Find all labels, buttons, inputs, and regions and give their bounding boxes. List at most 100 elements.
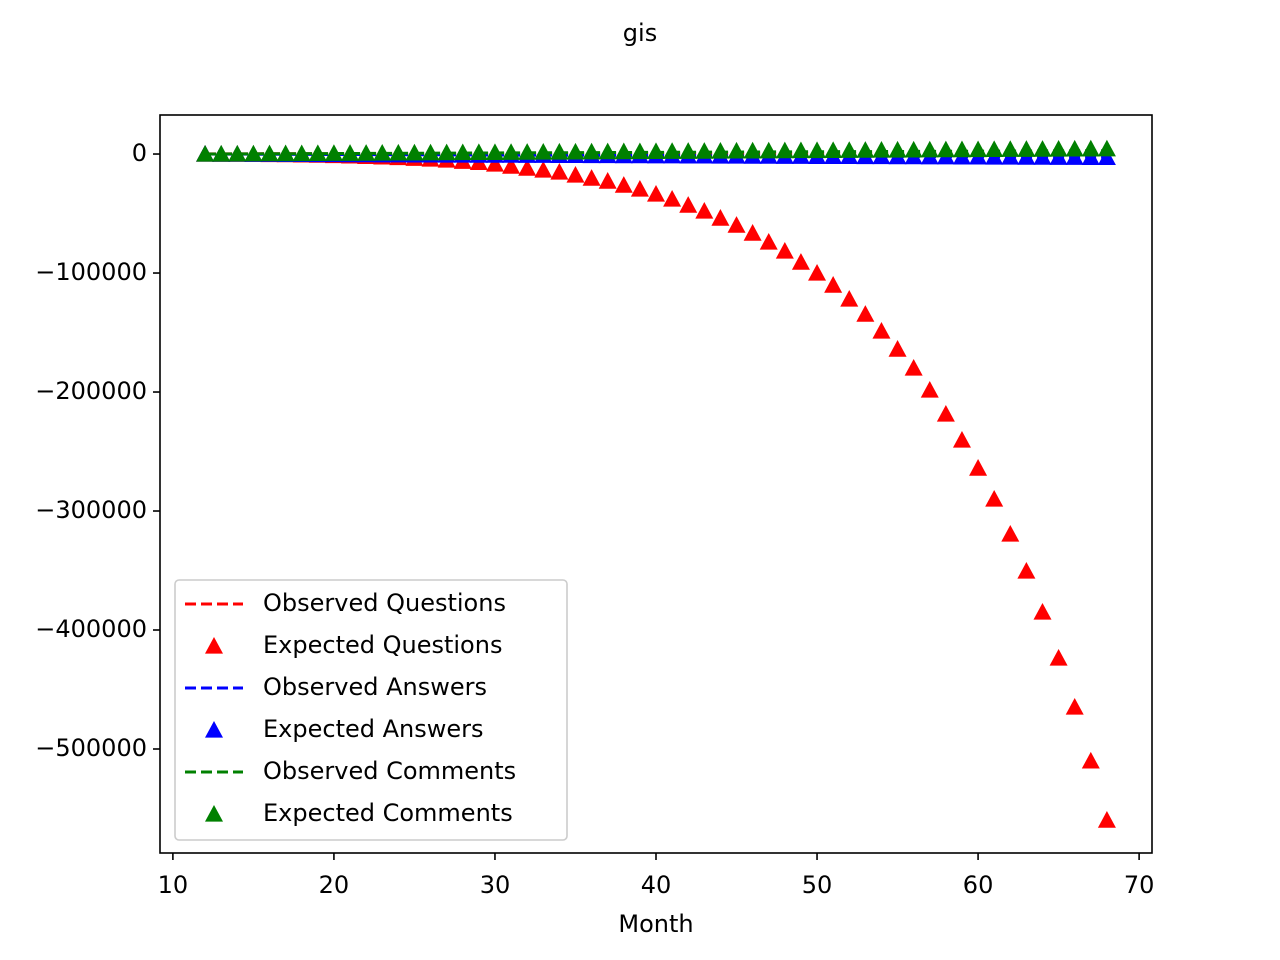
triangle-marker <box>824 276 843 293</box>
legend-marker <box>205 637 223 654</box>
triangle-marker <box>1081 148 1100 165</box>
triangle-marker <box>969 140 988 158</box>
triangle-marker <box>888 140 907 158</box>
triangle-marker <box>663 190 682 207</box>
triangle-marker <box>630 180 649 197</box>
triangle-marker <box>904 358 923 376</box>
triangle-marker <box>727 216 746 233</box>
triangle-marker <box>711 141 730 159</box>
x-tick-label: 70 <box>1124 871 1155 899</box>
triangle-marker <box>727 141 746 159</box>
triangle-marker <box>791 253 810 270</box>
triangle-marker <box>775 242 794 259</box>
legend-label: Observed Comments <box>263 757 516 785</box>
triangle-marker <box>711 209 730 226</box>
legend-marker <box>205 805 223 822</box>
triangle-marker <box>759 141 778 159</box>
triangle-marker <box>502 157 521 174</box>
triangle-marker <box>550 142 569 160</box>
triangle-marker <box>469 143 488 161</box>
triangle-marker <box>550 162 569 180</box>
triangle-marker <box>695 142 714 159</box>
x-tick-label: 30 <box>480 871 511 899</box>
triangle-marker <box>1065 148 1084 165</box>
x-tick-label: 10 <box>158 871 189 899</box>
triangle-marker <box>759 232 778 250</box>
triangle-marker <box>598 142 617 160</box>
x-tick-label: 50 <box>802 871 833 899</box>
triangle-marker <box>1065 697 1084 715</box>
y-tick-label: −400000 <box>35 615 147 643</box>
triangle-marker <box>324 144 343 161</box>
chart-title: gis <box>623 19 657 47</box>
triangle-marker <box>276 144 295 162</box>
triangle-marker <box>630 142 649 160</box>
triangle-marker <box>743 224 762 241</box>
triangle-marker <box>856 141 875 158</box>
triangle-marker <box>1049 648 1068 666</box>
triangle-marker <box>920 380 939 398</box>
triangle-marker <box>212 144 231 162</box>
legend-label: Observed Answers <box>263 673 487 701</box>
legend-label: Expected Questions <box>263 631 502 659</box>
plot-area <box>196 139 1116 828</box>
triangle-marker <box>389 143 408 161</box>
triangle-marker <box>791 141 810 159</box>
triangle-marker <box>985 140 1004 158</box>
legend-label: Expected Answers <box>263 715 484 743</box>
triangle-marker <box>373 143 392 161</box>
triangle-marker <box>518 159 537 176</box>
triangle-marker <box>1033 603 1052 620</box>
triangle-marker <box>582 142 601 160</box>
triangle-marker <box>985 489 1004 507</box>
legend-box <box>174 579 568 841</box>
triangle-marker <box>904 140 923 158</box>
triangle-marker <box>1081 139 1100 157</box>
triangle-marker <box>647 142 665 160</box>
triangle-marker <box>872 321 891 339</box>
triangle-marker <box>1081 751 1100 769</box>
triangle-marker <box>341 144 360 161</box>
triangle-marker <box>1097 148 1116 166</box>
triangle-marker <box>502 143 521 160</box>
legend-label: Expected Comments <box>263 799 513 827</box>
triangle-marker <box>775 141 794 159</box>
triangle-marker <box>1049 139 1068 157</box>
x-tick-label: 20 <box>319 871 350 899</box>
triangle-marker <box>888 340 907 357</box>
triangle-marker <box>421 143 440 161</box>
triangle-marker <box>196 145 215 162</box>
y-tick-label: −500000 <box>35 734 147 762</box>
triangle-marker <box>1017 561 1036 579</box>
triangle-marker <box>936 140 955 158</box>
triangle-marker <box>1097 139 1116 157</box>
triangle-marker <box>598 172 617 189</box>
triangle-marker <box>936 405 955 422</box>
triangle-marker <box>952 140 971 158</box>
triangle-marker <box>808 264 827 281</box>
triangle-marker <box>534 143 553 160</box>
triangle-marker <box>856 305 875 322</box>
triangle-marker <box>485 143 504 160</box>
triangle-marker <box>969 459 988 476</box>
triangle-marker <box>485 155 504 172</box>
triangle-marker <box>614 176 633 193</box>
triangle-marker <box>437 143 456 161</box>
x-tick-label: 40 <box>641 871 672 899</box>
triangle-marker <box>1097 811 1116 828</box>
triangle-marker <box>453 143 472 161</box>
triangle-marker <box>292 144 311 162</box>
triangle-marker <box>566 142 585 160</box>
triangle-marker <box>244 144 263 162</box>
x-axis-label: Month <box>618 910 693 938</box>
triangle-marker <box>518 143 537 160</box>
triangle-marker <box>840 289 859 307</box>
triangle-marker <box>357 144 376 161</box>
triangle-marker <box>228 144 247 162</box>
triangle-marker <box>405 143 424 161</box>
triangle-marker <box>840 141 859 158</box>
triangle-marker <box>1001 524 1020 542</box>
triangle-marker <box>920 140 939 158</box>
